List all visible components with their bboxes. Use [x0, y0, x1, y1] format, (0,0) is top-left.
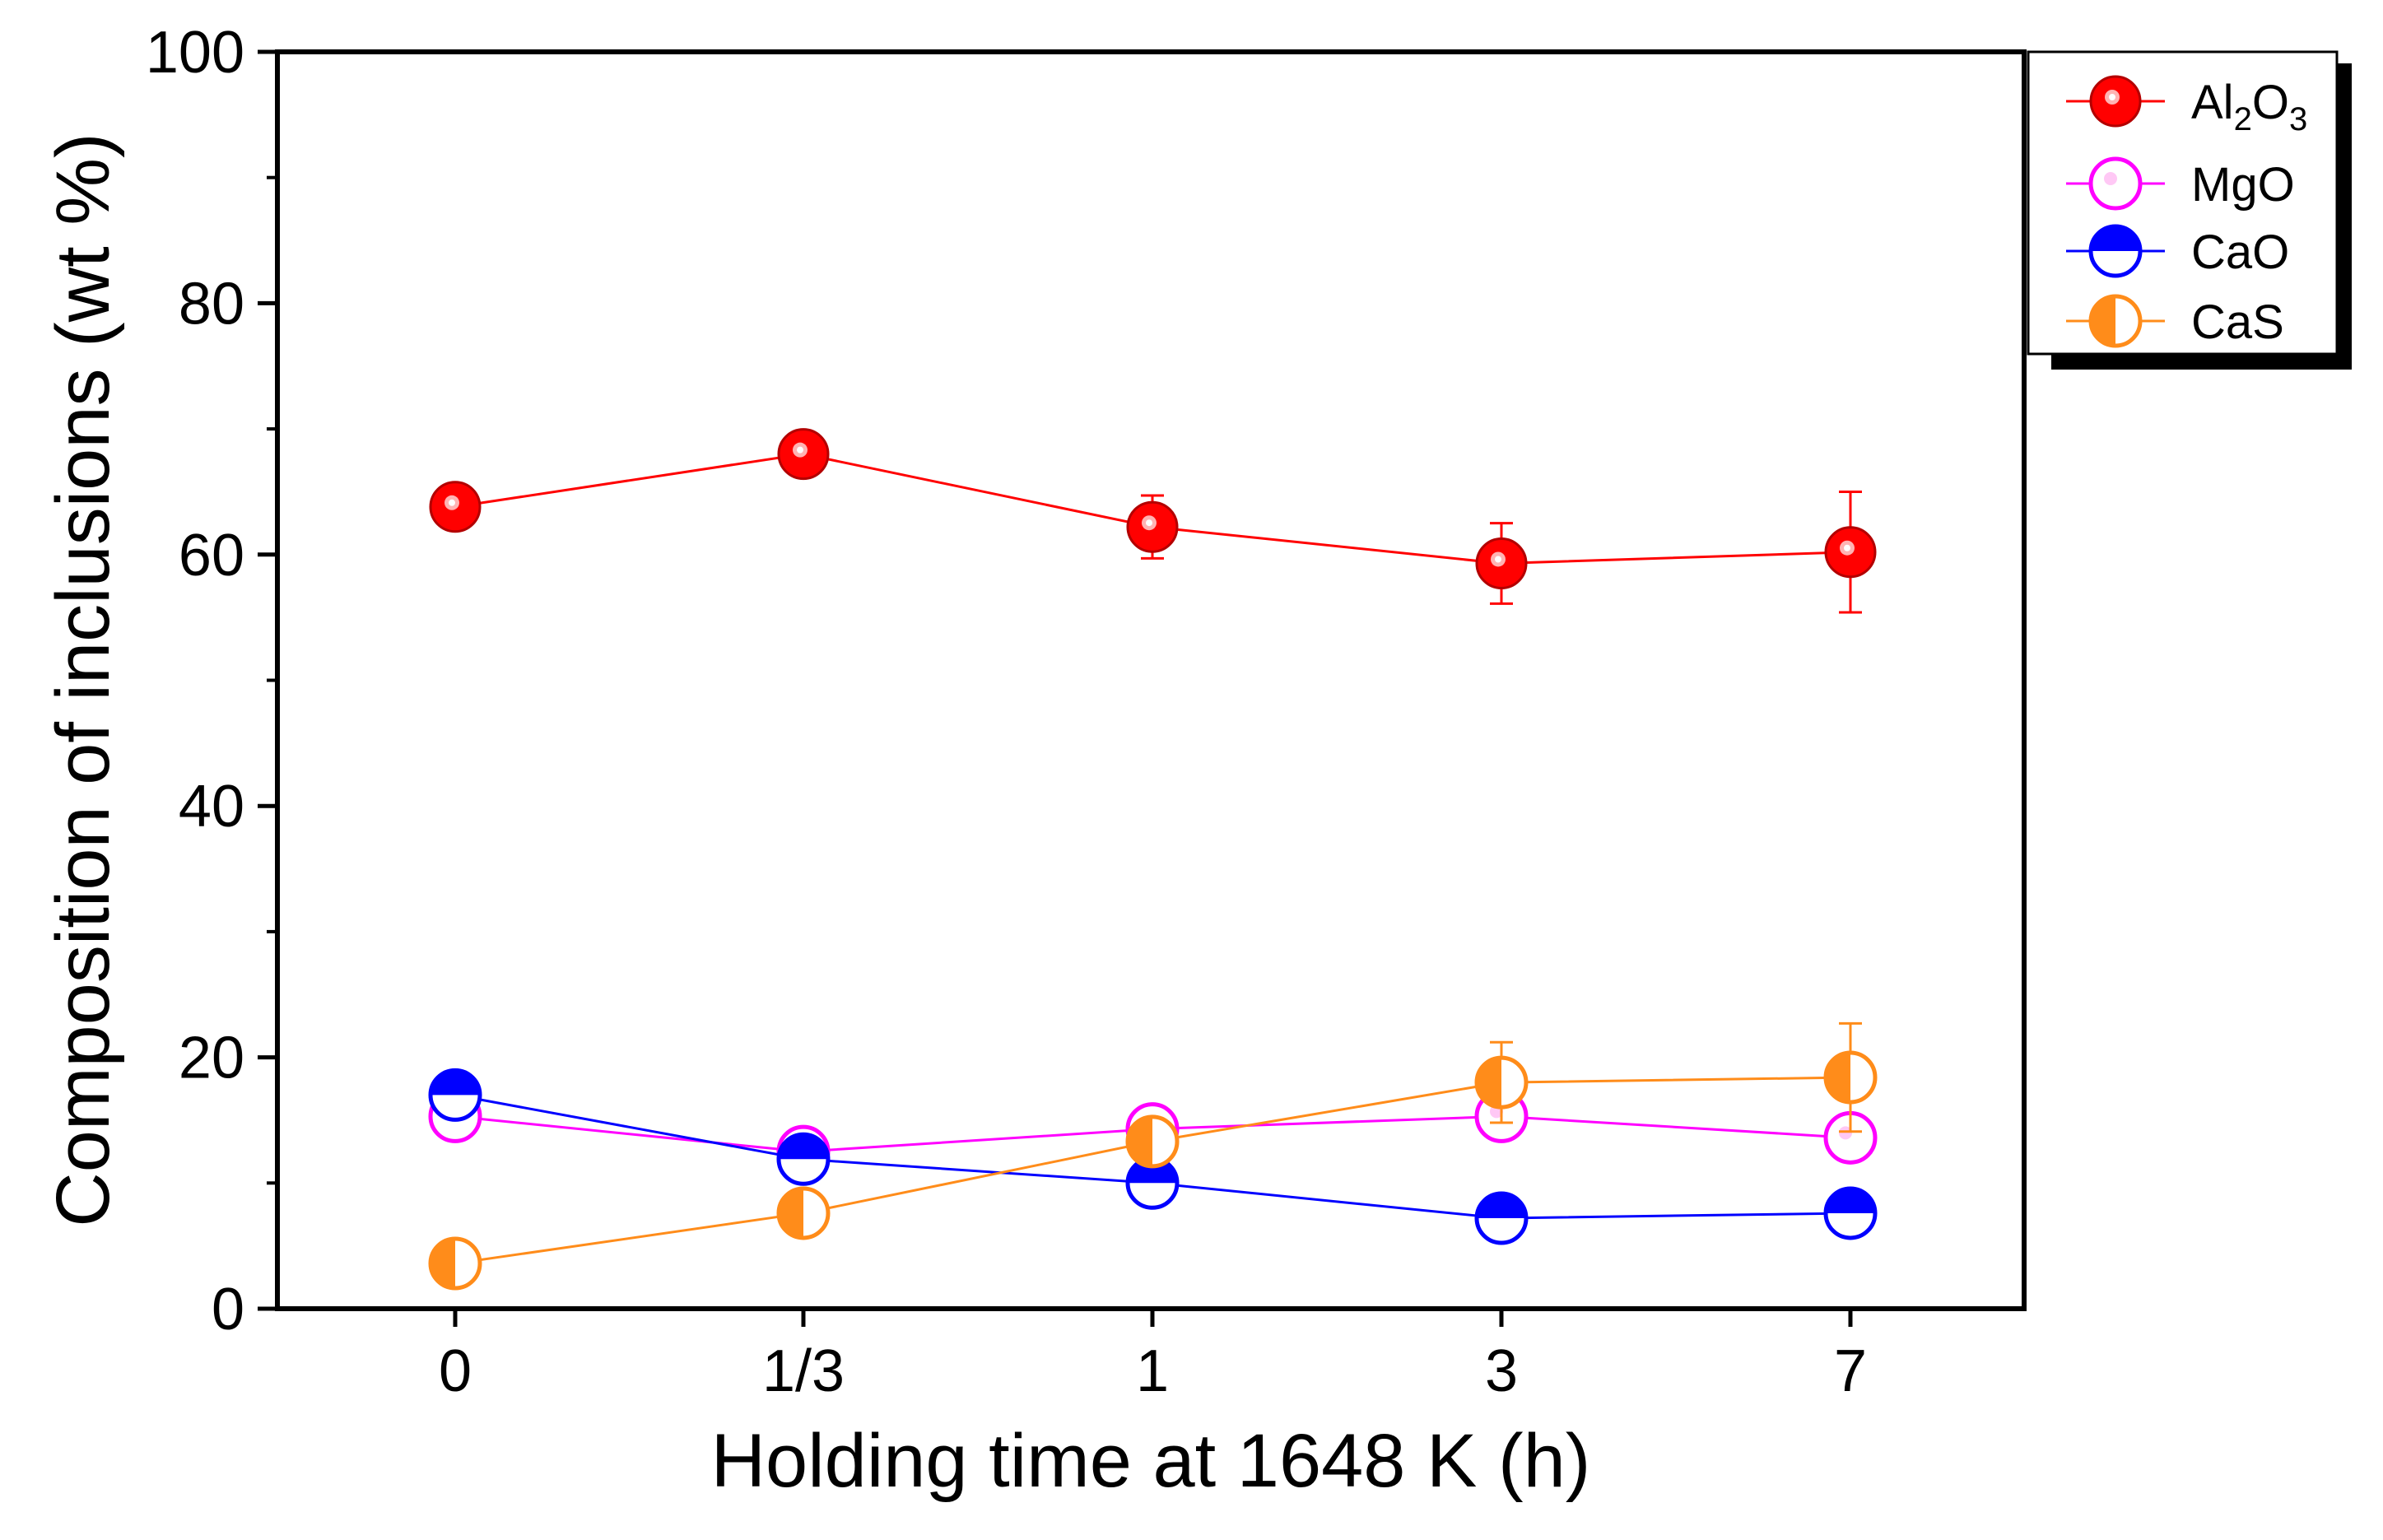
legend-item-mgo: MgO [2066, 156, 2295, 212]
y-tick-label: 0 [212, 1277, 244, 1342]
data-point [1474, 1191, 1529, 1245]
legend-marker [2088, 294, 2143, 348]
data-point [1474, 1055, 1529, 1110]
data-point [1125, 1114, 1180, 1169]
data-point [777, 428, 830, 481]
legend: Al2O3 MgO CaO CaS [2027, 50, 2352, 370]
legend-item-al2o3: Al2O3 [2066, 75, 2307, 137]
series-al2o3 [429, 428, 1877, 614]
legend-marker [2089, 75, 2142, 128]
data-point [1824, 526, 1877, 579]
x-tick-label: 7 [1834, 1338, 1867, 1404]
axis-ticks: 0 20 40 60 80 100 0 1/3 1 3 7 [146, 20, 1867, 1404]
y-tick-label: 80 [179, 271, 244, 337]
series-group [428, 428, 1878, 1291]
y-tick-label: 60 [179, 523, 244, 589]
legend-item-cao: CaO [2066, 224, 2289, 279]
x-tick-label: 1 [1136, 1338, 1169, 1404]
data-point [1823, 1050, 1878, 1105]
legend-label: MgO [2191, 158, 2295, 212]
data-point [1823, 1110, 1878, 1165]
data-point [1126, 500, 1179, 553]
x-axis-title: Holding time at 1648 K (h) [711, 1419, 1591, 1503]
data-point [428, 1068, 482, 1122]
y-axis-title: Composition of inclusions (wt %) [41, 133, 125, 1226]
legend-label: CaO [2191, 226, 2289, 279]
x-tick-label: 0 [439, 1338, 472, 1404]
data-point [1823, 1186, 1878, 1240]
y-tick-label: 100 [146, 20, 244, 86]
legend-marker [2088, 156, 2143, 211]
data-point [429, 481, 482, 533]
data-point [1475, 537, 1528, 589]
series-cas [428, 1021, 1878, 1291]
legend-label: Al2O3 [2191, 76, 2307, 137]
x-tick-label: 3 [1485, 1338, 1518, 1404]
y-tick-label: 20 [179, 1026, 244, 1091]
data-point [776, 1132, 831, 1186]
x-tick-label: 1/3 [762, 1338, 845, 1404]
y-tick-label: 40 [179, 774, 244, 840]
legend-marker [2088, 224, 2143, 278]
data-point [776, 1186, 831, 1240]
legend-label: CaS [2191, 295, 2284, 349]
legend-item-cas: CaS [2066, 294, 2284, 349]
data-point [428, 1236, 482, 1291]
plot-frame [275, 49, 2027, 1311]
